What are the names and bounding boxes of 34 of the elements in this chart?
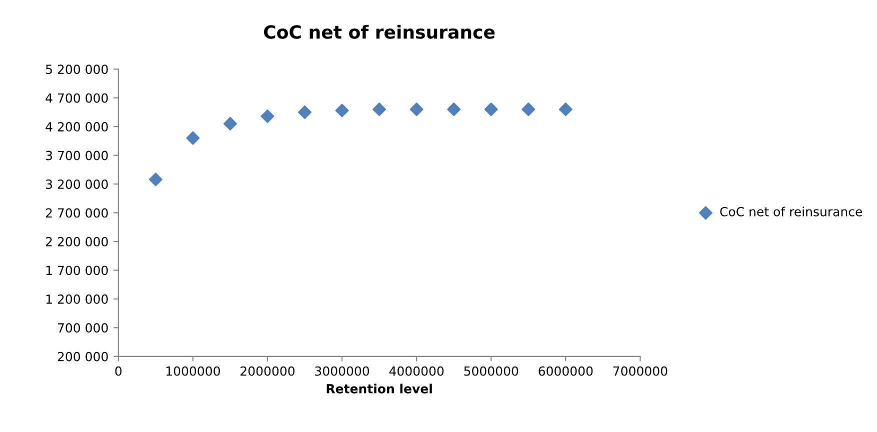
point	[148, 172, 162, 186]
x-axis-title: Retention level	[326, 384, 432, 394]
y-tick-label: 3 200 000	[46, 180, 108, 189]
x-tick-label: 0	[115, 366, 122, 376]
y-tick-label: 700 000	[58, 323, 108, 333]
x-tick-label: 7000000	[613, 366, 668, 376]
y-tick-label: 4 700 000	[46, 93, 108, 103]
x-tick-label: 5000000	[464, 366, 518, 376]
point	[558, 102, 572, 116]
x-tick-label: 4000000	[389, 366, 444, 376]
point	[447, 102, 461, 116]
y-tick-label: 1 200 000	[46, 294, 108, 304]
x-tick-label: 2000000	[240, 366, 294, 376]
point	[522, 102, 536, 116]
y-tick-label: 3 700 000	[46, 150, 108, 160]
point	[186, 131, 200, 145]
y-tick-label: 2 200 000	[46, 236, 108, 246]
point	[298, 105, 312, 119]
point	[372, 102, 386, 116]
y-tick-label: 4 200 000	[46, 122, 108, 132]
chart-title: CoC net of reinsurance	[264, 24, 495, 39]
point	[223, 116, 237, 130]
legend-label: CoC net of reinsurance	[720, 206, 862, 216]
x-tick-label: 6000000	[538, 366, 593, 376]
y-tick-label: 200 000	[58, 352, 108, 362]
point	[410, 102, 424, 116]
y-tick-label: 2 700 000	[46, 208, 108, 218]
point	[484, 102, 498, 116]
y-tick-label: 1 700 000	[46, 266, 108, 276]
y-tick-label: 5 200 000	[46, 64, 108, 74]
point	[335, 104, 349, 118]
point	[260, 109, 274, 123]
x-tick-label: 1000000	[166, 366, 220, 376]
x-tick-label: 3000000	[315, 366, 370, 376]
